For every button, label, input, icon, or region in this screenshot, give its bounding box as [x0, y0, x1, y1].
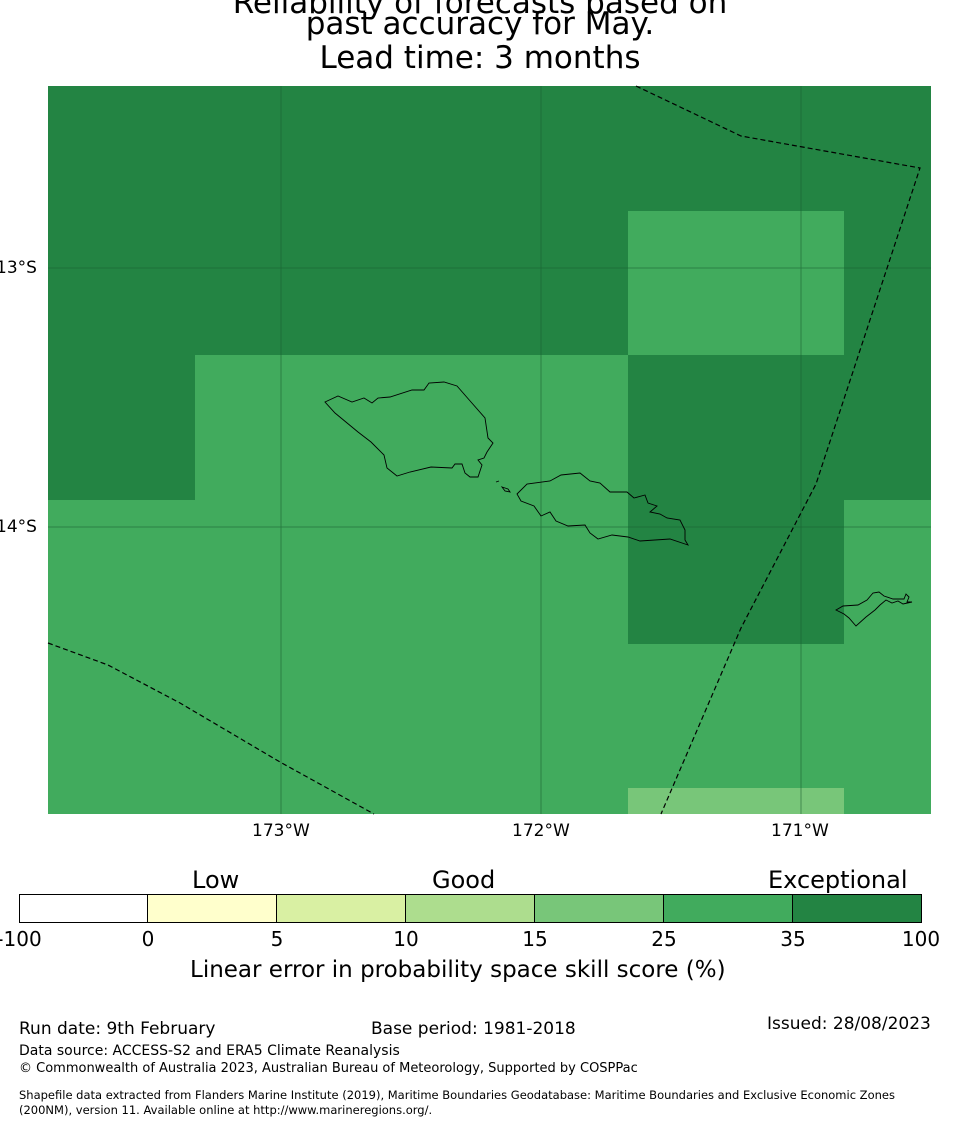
colorbar-category-low: Low [192, 866, 240, 894]
lat-label-14s: 14°S [0, 517, 37, 537]
lon-label-171w: 171°W [771, 821, 829, 841]
colorbar-segment-3 [277, 894, 406, 923]
eez-boundary-southwest [47, 642, 375, 815]
colorbar-tick-label: 100 [901, 927, 941, 951]
copyright-notice: © Commonwealth of Australia 2023, Austra… [19, 1061, 638, 1076]
issued-date: Issued: 28/08/2023 [767, 1014, 931, 1034]
run-date: Run date: 9th February [19, 1019, 216, 1039]
map-title-line-1: Reliability of forecasts based on [232, 0, 728, 21]
savaii-island-outline [324, 381, 494, 478]
manono-islet-outline [500, 486, 511, 493]
colorbar-segment-6 [664, 894, 793, 923]
colorbar-tick-label: 0 [141, 927, 155, 951]
colorbar-segment-4 [406, 894, 535, 923]
lon-label-172w: 172°W [512, 821, 570, 841]
colorbar-tick-label: 5 [270, 927, 284, 951]
map-title-line-3: Lead time: 3 months [319, 40, 641, 76]
cell-high-northeast [628, 211, 844, 355]
cell-good-south [628, 788, 844, 814]
map-title-line-2: past accuracy for May. [305, 6, 655, 42]
colorbar-axis-label: Linear error in probability space skill … [190, 957, 726, 983]
upolu-island-outline [516, 472, 690, 546]
colorbar-tick-label: 35 [780, 927, 806, 951]
apolima-islet-outline [495, 480, 500, 483]
colorbar-segment-5 [535, 894, 664, 923]
tutuila-island-outline [835, 591, 913, 627]
colorbar-segment-1 [19, 894, 148, 923]
colorbar-tick-label: -100 [0, 927, 42, 951]
lon-label-173w: 173°W [252, 821, 310, 841]
colorbar-segment-2 [148, 894, 277, 923]
cell-exceptional-east [628, 355, 844, 644]
shapefile-credit-line-1: Shapefile data extracted from Flanders M… [19, 1088, 895, 1102]
cell-high-central [195, 355, 628, 500]
lat-label-13s: 13°S [0, 258, 37, 278]
skill-score-map [47, 85, 931, 815]
data-source: Data source: ACCESS-S2 and ERA5 Climate … [19, 1043, 400, 1059]
colorbar-tick-label: 15 [522, 927, 548, 951]
colorbar-frame [19, 894, 922, 923]
colorbar-tick-label: 25 [651, 927, 677, 951]
base-period: Base period: 1981-2018 [371, 1019, 576, 1039]
colorbar-tick-label: 10 [393, 927, 419, 951]
eez-boundary-north [635, 85, 921, 815]
colorbar-category-good: Good [432, 866, 496, 894]
colorbar-segment-7 [793, 894, 922, 923]
shapefile-credit-line-2: (200NM), version 11. Available online at… [19, 1103, 433, 1117]
colorbar-category-exceptional: Exceptional [768, 866, 908, 894]
